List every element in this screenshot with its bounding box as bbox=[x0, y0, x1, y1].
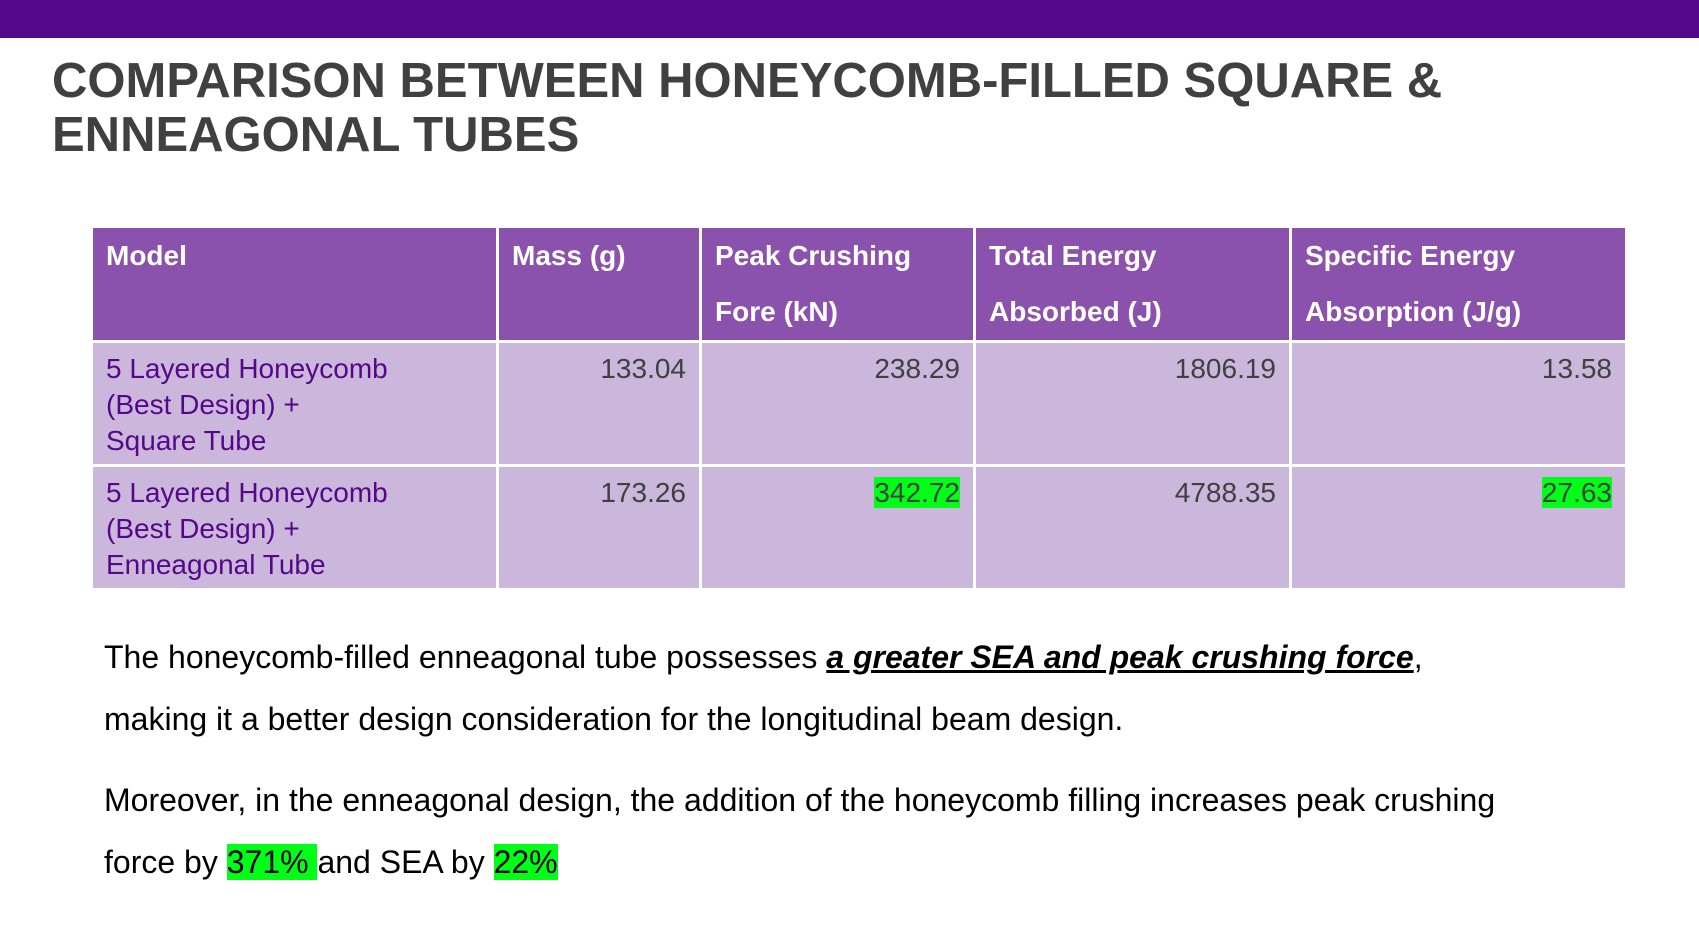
slide-title-line-1: COMPARISON BETWEEN HONEYCOMB-FILLED SQUA… bbox=[52, 54, 1443, 108]
cell-sea: 27.63 bbox=[1289, 464, 1628, 591]
table-row: 5 Layered Honeycomb (Best Design) + Squa… bbox=[90, 340, 1628, 467]
highlighted-peak-force: 342.72 bbox=[874, 477, 960, 508]
cell-model: 5 Layered Honeycomb (Best Design) + Squa… bbox=[90, 340, 499, 467]
improvement-paragraph: Moreover, in the enneagonal design, the … bbox=[104, 782, 1496, 880]
cell-mass: 173.26 bbox=[496, 464, 702, 591]
cell-model: 5 Layered Honeycomb (Best Design) + Enne… bbox=[90, 464, 499, 591]
cell-total-energy: 4788.35 bbox=[973, 464, 1292, 591]
highlight-peak-increase: 371% bbox=[226, 844, 318, 880]
cell-peak-force: 238.29 bbox=[699, 340, 976, 467]
emphasis-text: a greater SEA and peak crushing force bbox=[826, 639, 1414, 675]
cell-peak-force: 342.72 bbox=[699, 464, 976, 591]
table-row: 5 Layered Honeycomb (Best Design) + Enne… bbox=[90, 464, 1628, 591]
highlighted-sea: 27.63 bbox=[1541, 477, 1612, 508]
cell-sea: 13.58 bbox=[1289, 340, 1628, 467]
header-total-energy: Total Energy Absorbed (J) bbox=[973, 225, 1292, 343]
header-sea: Specific Energy Absorption (J/g) bbox=[1289, 225, 1628, 343]
header-peak-force: Peak Crushing Fore (kN) bbox=[699, 225, 976, 343]
top-accent-bar bbox=[0, 0, 1699, 38]
cell-total-energy: 1806.19 bbox=[973, 340, 1292, 467]
slide-title-line-2: ENNEAGONAL TUBES bbox=[52, 108, 580, 162]
slide-title: COMPARISON BETWEEN HONEYCOMB-FILLED SQUA… bbox=[52, 54, 1612, 162]
highlight-sea-increase: 22% bbox=[493, 844, 558, 880]
header-mass: Mass (g) bbox=[496, 225, 702, 343]
table-header-row: Model Mass (g) Peak Crushing Fore (kN) T… bbox=[90, 225, 1628, 343]
header-model: Model bbox=[90, 225, 499, 343]
comparison-table: Model Mass (g) Peak Crushing Fore (kN) T… bbox=[90, 225, 1628, 591]
cell-mass: 133.04 bbox=[496, 340, 702, 467]
conclusion-paragraph: The honeycomb-filled enneagonal tube pos… bbox=[104, 639, 1423, 737]
